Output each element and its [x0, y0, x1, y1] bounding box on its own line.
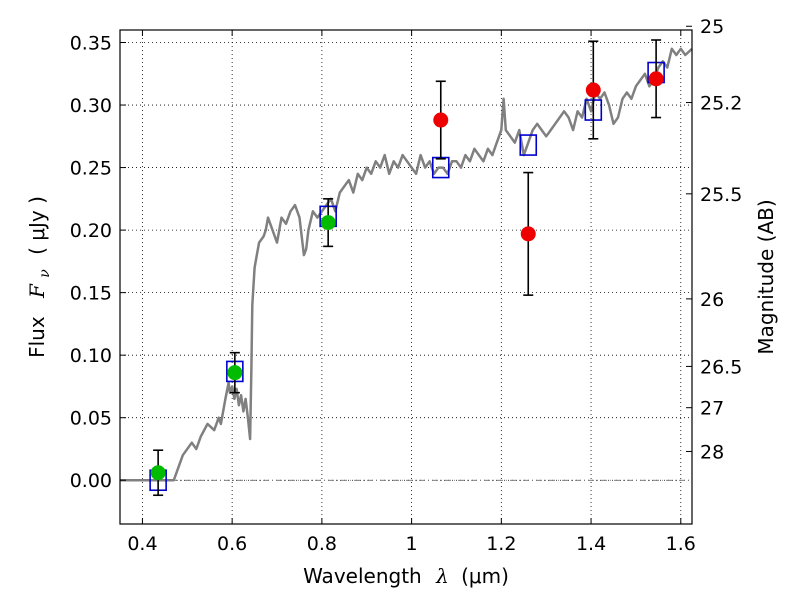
ticks	[120, 25, 692, 524]
mag-tick-label-2: 25.5	[700, 184, 742, 206]
y-tick-label-2: 0.10	[70, 345, 112, 367]
y-tick-label-6: 0.30	[70, 95, 112, 117]
y-tick-labels: 0.00 0.05 0.10 0.15 0.20 0.25 0.30 0.35	[70, 33, 112, 493]
y-axis-title-math: F	[25, 283, 49, 299]
y2-axis-title: Magnitude (AB)	[754, 199, 778, 354]
mag-tick-label-1: 25.2	[700, 93, 742, 115]
data-point-1-3	[648, 71, 664, 87]
y-axis-title: Flux F ν ( μJy )	[25, 196, 54, 358]
mag-tick-label-3: 26	[700, 289, 724, 311]
y-tick-label-7: 0.35	[70, 33, 112, 55]
x-axis-title-unit: (μm)	[461, 564, 509, 588]
x-tick-label-2: 0.8	[307, 533, 337, 555]
mag-tick-label-5: 27	[700, 398, 724, 420]
plot-frame	[119, 29, 693, 525]
data-point-0-1	[227, 365, 243, 381]
x-tick-label-4: 1.2	[486, 533, 516, 555]
data-point-1-0	[433, 112, 449, 128]
data-point-1-2	[585, 82, 601, 98]
x-axis-title-prefix: Wavelength	[303, 564, 422, 588]
x-axis-title: Wavelength λ (μm)	[303, 564, 509, 588]
plot-background	[120, 30, 692, 524]
x-tick-label-0: 0.4	[127, 533, 157, 555]
mag-tick-label-4: 26.5	[700, 356, 742, 378]
y-tick-label-4: 0.20	[70, 220, 112, 242]
data-point-1-1	[520, 226, 536, 242]
y-tick-label-0: 0.00	[70, 470, 112, 492]
data-point-0-0	[150, 465, 166, 481]
x-tick-label-1: 0.6	[217, 533, 247, 555]
y-tick-label-5: 0.25	[70, 158, 112, 180]
x-tick-label-5: 1.4	[576, 533, 606, 555]
y-tick-label-1: 0.05	[70, 408, 112, 430]
mag-tick-label-6: 28	[700, 441, 724, 463]
y-tick-label-3: 0.15	[70, 283, 112, 305]
magnitude-tick-labels: 25 25.2 25.5 26 26.5 27 28	[700, 16, 742, 463]
model-square-4	[519, 134, 538, 156]
x-tick-labels: 0.4 0.6 0.8 1 1.2 1.4 1.6	[127, 533, 696, 555]
y-axis-title-prefix: Flux	[25, 316, 49, 358]
x-axis-title-math: λ	[435, 564, 449, 588]
photometry-points	[150, 71, 664, 481]
mag-tick-label-0: 25	[700, 16, 724, 38]
y-axis-title-unit: ( μJy )	[25, 196, 49, 255]
grid	[120, 30, 692, 524]
y-axis-title-sub: ν	[37, 269, 53, 278]
data-point-0-2	[320, 215, 336, 231]
x-tick-label-3: 1	[406, 533, 418, 555]
x-tick-label-6: 1.6	[666, 533, 696, 555]
